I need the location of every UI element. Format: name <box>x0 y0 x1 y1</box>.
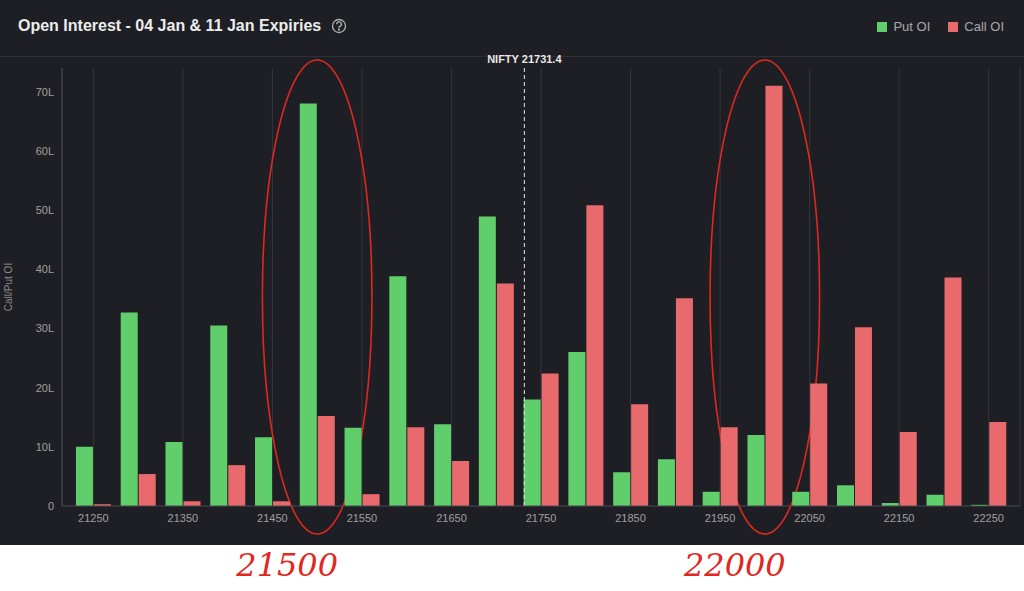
svg-text:10L: 10L <box>36 441 54 453</box>
svg-text:21450: 21450 <box>257 512 288 524</box>
svg-text:21850: 21850 <box>615 512 646 524</box>
svg-text:22000: 22000 <box>683 546 786 584</box>
html-text:Open Interest - 04 Jan & 11 Ja: Open Interest - 04 Jan & 11 Jan Expiries <box>18 17 322 34</box>
svg-text:21650: 21650 <box>436 512 467 524</box>
svg-text:0: 0 <box>48 500 54 512</box>
html-text:Put OI: Put OI <box>893 19 931 34</box>
svg-text:NIFTY 21731.4: NIFTY 21731.4 <box>487 53 562 65</box>
svg-text:70L: 70L <box>36 86 54 98</box>
svg-text:21250: 21250 <box>78 512 109 524</box>
svg-text:30L: 30L <box>36 322 54 334</box>
svg-text:20L: 20L <box>36 382 54 394</box>
svg-text:21550: 21550 <box>347 512 378 524</box>
svg-text:22050: 22050 <box>794 512 825 524</box>
svg-text:21750: 21750 <box>526 512 557 524</box>
svg-text:Call/Put OI: Call/Put OI <box>8 263 14 311</box>
svg-text:21500: 21500 <box>235 546 338 584</box>
svg-text:21950: 21950 <box>705 512 736 524</box>
svg-text:21350: 21350 <box>168 512 199 524</box>
svg-text:40L: 40L <box>36 263 54 275</box>
svg-text:22250: 22250 <box>973 512 1004 524</box>
svg-text:60L: 60L <box>36 145 54 157</box>
svg-text:50L: 50L <box>36 204 54 216</box>
svg-text:22150: 22150 <box>884 512 915 524</box>
html-text:Call OI: Call OI <box>964 19 1004 34</box>
